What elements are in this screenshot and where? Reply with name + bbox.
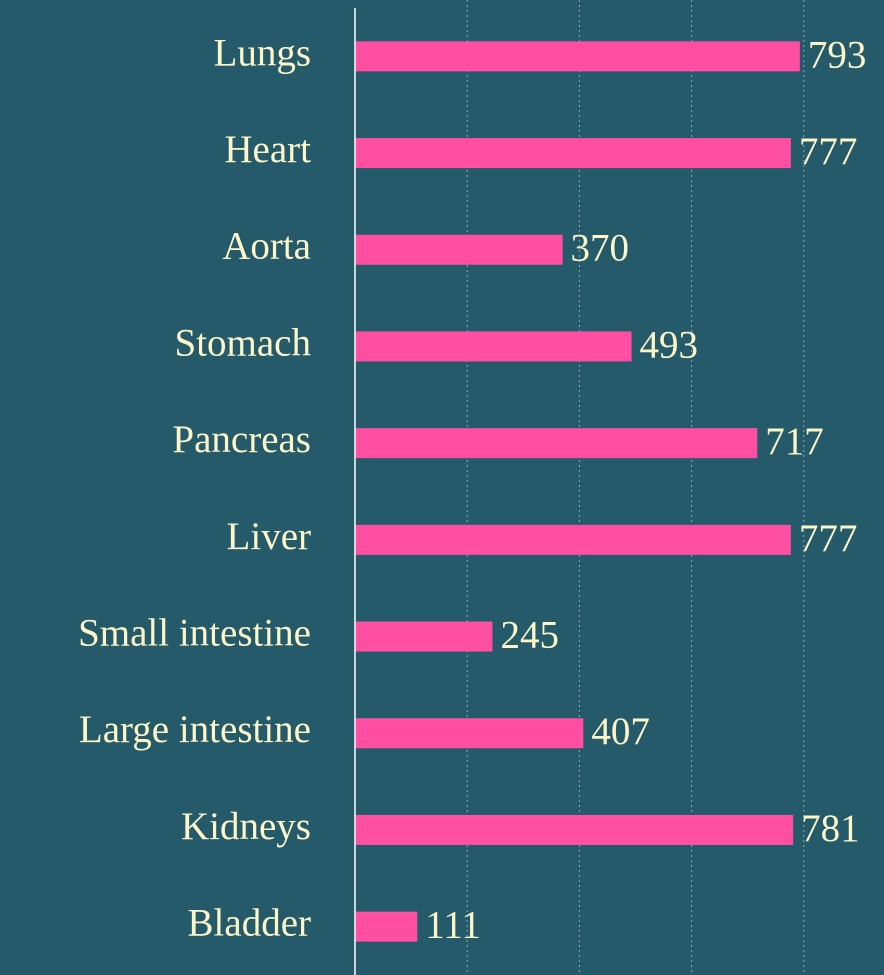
y-tick-label: Large intestine (79, 708, 311, 751)
value-label: 777 (799, 130, 858, 173)
y-tick-label: Kidneys (181, 805, 311, 848)
value-label: 777 (799, 517, 858, 560)
value-label: 111 (425, 904, 481, 947)
value-label: 407 (591, 710, 650, 753)
bar (355, 41, 800, 72)
y-tick-label: Pancreas (172, 418, 311, 461)
bar (355, 331, 632, 362)
bar (355, 428, 758, 459)
y-tick-label: Lungs (214, 31, 312, 74)
bar (355, 718, 584, 749)
bar (355, 621, 493, 652)
value-label: 781 (801, 807, 860, 850)
y-tick-label: Aorta (222, 225, 311, 268)
y-tick-label: Small intestine (78, 612, 311, 655)
value-label: 370 (571, 227, 630, 270)
y-tick-label: Stomach (175, 321, 311, 364)
value-label: 245 (500, 614, 559, 657)
bar (355, 524, 791, 555)
bar (355, 138, 791, 169)
y-tick-label: Heart (224, 128, 311, 171)
bar (355, 911, 418, 942)
y-tick-label: Liver (227, 515, 311, 558)
y-tick-label: Bladder (188, 902, 311, 945)
value-label: 493 (640, 323, 699, 366)
value-label: 717 (765, 420, 824, 463)
value-label: 793 (808, 33, 867, 76)
bar (355, 234, 563, 265)
bar (355, 814, 794, 845)
